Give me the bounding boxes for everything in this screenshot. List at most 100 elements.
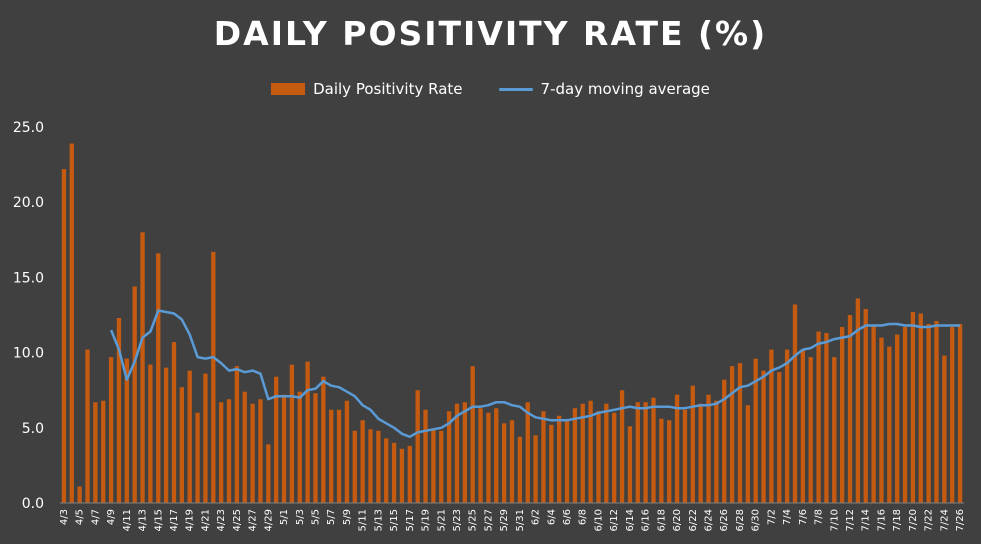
x-tick-label: 5/27 [483, 509, 494, 531]
bar [352, 430, 357, 503]
x-tick-label: 6/14 [625, 509, 636, 531]
bar [517, 436, 523, 503]
legend-item-bars: Daily Positivity Rate [271, 80, 463, 98]
bar [163, 367, 169, 503]
bar [604, 403, 609, 503]
x-tick-label: 4/27 [248, 509, 259, 531]
bar [439, 430, 444, 503]
bar [871, 325, 876, 503]
y-tick-label: 10.0 [13, 346, 44, 362]
x-tick-label: 5/11 [358, 509, 369, 531]
legend-bar-swatch [271, 83, 306, 95]
x-tick-label: 4/5 [75, 509, 86, 525]
x-tick-label: 6/18 [656, 509, 667, 531]
bar [85, 349, 90, 503]
x-tick-label: 4/17 [169, 509, 180, 531]
bar [101, 400, 106, 503]
bar [934, 321, 939, 503]
bar [761, 370, 766, 503]
y-tick-label: 0.0 [22, 496, 44, 512]
bar [344, 400, 350, 503]
x-tick-label: 4/23 [216, 509, 227, 531]
bar [627, 426, 633, 503]
bar [887, 346, 892, 503]
bar [525, 402, 530, 503]
x-tick-label: 7/12 [845, 509, 856, 531]
x-tick-label: 6/30 [751, 509, 762, 531]
x-tick-label: 5/5 [310, 509, 321, 525]
bar [77, 486, 82, 503]
x-tick-label: 6/26 [719, 509, 730, 531]
x-tick-label: 7/26 [955, 509, 966, 531]
x-tick-label: 4/19 [185, 509, 196, 531]
x-tick-label: 4/25 [232, 509, 243, 531]
x-tick-label: 5/17 [405, 509, 416, 531]
x-tick-label: 5/9 [342, 509, 353, 525]
bar [494, 408, 499, 503]
bar [722, 379, 727, 503]
x-tick-label: 7/24 [939, 509, 950, 531]
bar [407, 445, 412, 503]
bar [171, 342, 177, 503]
bar [431, 429, 436, 503]
bar [297, 391, 302, 503]
bar [541, 411, 546, 503]
x-tick-label: 7/6 [798, 509, 809, 525]
bar [470, 366, 475, 503]
bar [195, 412, 200, 503]
x-axis: 4/3 4/5 4/7 4/9 4/11 4/13 4/15 4/17 4/19 4/21 4/23… [59, 502, 966, 531]
x-tick-label: 5/1 [279, 509, 290, 525]
bar [376, 430, 381, 503]
moving-average-series [109, 309, 961, 439]
bar [533, 435, 538, 503]
x-tick-label: 7/16 [876, 509, 887, 531]
bar [816, 331, 821, 503]
bar [274, 376, 279, 503]
bar [777, 372, 782, 503]
bar [384, 438, 389, 503]
x-tick-label: 4/9 [106, 509, 117, 525]
x-tick-label: 4/11 [122, 509, 133, 531]
bar [486, 412, 491, 503]
bar [674, 394, 680, 503]
legend-item-line: 7-day moving average [498, 80, 710, 98]
bar [612, 412, 617, 503]
bar [769, 349, 774, 503]
x-tick-label: 4/29 [263, 509, 274, 531]
moving-average-line [109, 309, 961, 439]
x-tick-label: 4/15 [153, 509, 164, 531]
bar [824, 333, 829, 503]
bar [281, 394, 287, 503]
x-tick-label: 7/8 [814, 509, 825, 525]
bar [69, 143, 74, 503]
bar [879, 337, 884, 503]
x-tick-label: 6/4 [546, 509, 557, 525]
bar [234, 366, 240, 503]
bar [698, 403, 703, 503]
bar [682, 409, 688, 503]
x-tick-label: 6/6 [562, 509, 573, 525]
bar [250, 403, 255, 503]
x-tick-label: 6/22 [688, 509, 699, 531]
x-tick-label: 6/2 [531, 509, 542, 525]
y-tick-label: 5.0 [22, 421, 44, 437]
bar [446, 411, 452, 503]
bar [289, 364, 295, 503]
x-tick-label: 5/15 [389, 509, 400, 531]
chart-title: DAILY POSITIVITY RATE (%) [213, 14, 768, 53]
bar [148, 364, 153, 503]
bar [926, 324, 931, 503]
bar [399, 448, 405, 503]
legend-line-swatch [498, 87, 533, 91]
bar [832, 357, 837, 503]
bar [918, 313, 923, 503]
x-tick-label: 7/2 [766, 509, 777, 525]
bar [140, 232, 145, 503]
bar [391, 442, 397, 503]
bar [108, 357, 114, 503]
bar [667, 420, 672, 503]
x-tick-label: 7/18 [892, 509, 903, 531]
legend: Daily Positivity Rate 7-day moving avera… [0, 80, 981, 98]
bar [329, 409, 334, 503]
bar [792, 304, 798, 503]
